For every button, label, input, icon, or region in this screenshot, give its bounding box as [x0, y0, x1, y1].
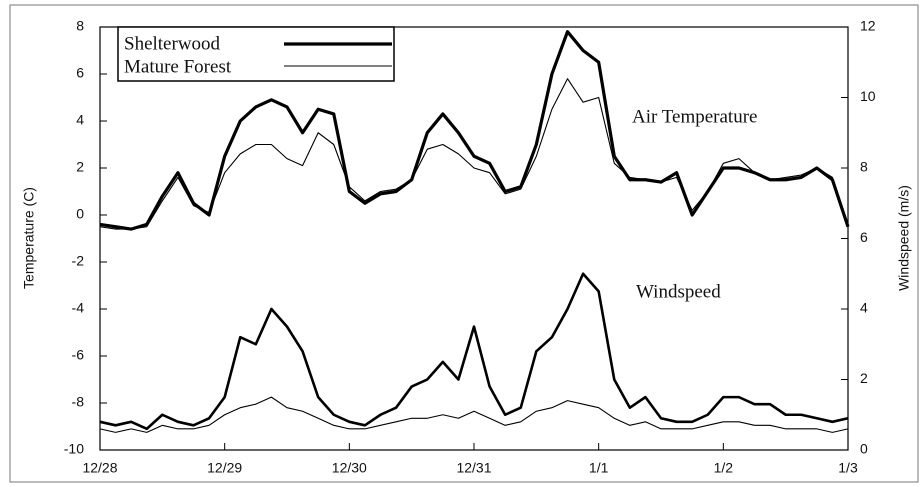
series-line	[99, 272, 849, 431]
y-tick-label: -4	[72, 300, 85, 316]
y2-tick-label: 8	[860, 159, 868, 175]
y2-tick-label: 6	[860, 229, 868, 245]
x-tick-label: 1/2	[714, 460, 734, 476]
y2-tick-label: 0	[860, 441, 868, 457]
x-tick-label: 1/1	[589, 460, 609, 476]
y-tick-label: -8	[72, 394, 85, 410]
y2-tick-label: 4	[860, 300, 868, 316]
series-line	[99, 78, 849, 230]
series-line	[99, 30, 850, 231]
y2-tick-label: 10	[860, 88, 876, 104]
y2-tick-label: 12	[860, 18, 876, 34]
legend-label: Mature Forest	[124, 56, 232, 77]
x-tick-label: 12/31	[456, 460, 491, 476]
y-tick-label: 8	[76, 18, 84, 34]
series-line	[99, 396, 849, 433]
y-tick-label: -6	[72, 347, 85, 363]
y-tick-label: 4	[76, 112, 84, 128]
frame	[9, 4, 919, 483]
y2-tick-label: 2	[860, 370, 868, 386]
y-tick-label: -10	[64, 441, 84, 457]
y-tick-label: 0	[76, 206, 84, 222]
legend	[117, 26, 395, 82]
x-tick-label: 12/29	[207, 460, 242, 476]
annotation: Air Temperature	[632, 106, 757, 127]
x-tick-label: 1/3	[838, 460, 858, 476]
x-tick-label: 12/28	[82, 460, 117, 476]
annotation: Windspeed	[636, 281, 721, 302]
y-axis-label: Temperature (C)	[21, 187, 37, 289]
plot-area	[99, 26, 849, 451]
y-tick-label: 6	[76, 65, 84, 81]
legend-label: Shelterwood	[124, 33, 221, 54]
y-tick-label: 2	[76, 159, 84, 175]
y2-axis-label: Windspeed (m/s)	[896, 185, 912, 291]
y-tick-label: -2	[72, 253, 85, 269]
x-tick-label: 12/30	[332, 460, 367, 476]
